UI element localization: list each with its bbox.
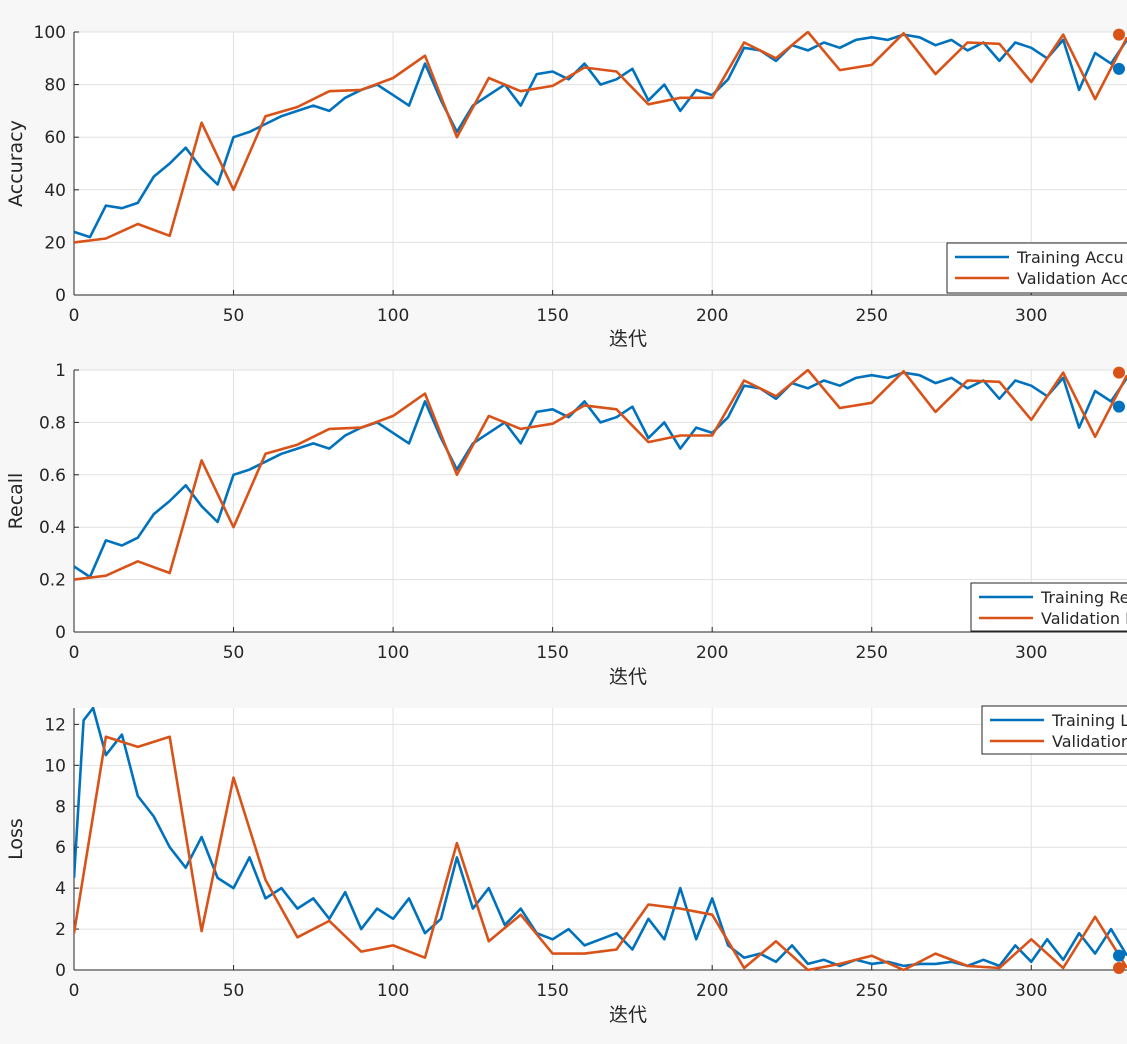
panel-2-x-tick-label: 100 — [377, 643, 409, 663]
panel-1-x-tick-label: 0 — [69, 306, 80, 326]
panel-2-x-tick-label: 250 — [856, 643, 888, 663]
panel-3-y-tick-label: 6 — [55, 838, 66, 858]
panel-3-y-tick-label: 8 — [55, 797, 66, 817]
panel-1-training-end-marker — [1113, 62, 1125, 75]
panel-1-y-tick-label: 0 — [55, 286, 66, 306]
panel-2-x-tick-label: 300 — [1015, 643, 1047, 663]
panel-2-plot-area — [74, 370, 1127, 632]
panel-1-legend-training-label: Training Accu — [1016, 248, 1124, 267]
panel-3-legend-validation-label: Validation — [1052, 732, 1127, 751]
panel-2-y-tick-label: 0 — [55, 623, 66, 643]
panel-1-legend-box — [946, 242, 1127, 294]
panel-2-y-tick-label: 1 — [55, 361, 66, 381]
panel-1-series-group — [74, 31, 1127, 244]
panel-1-y-tick-label: 40 — [44, 181, 66, 201]
panel-2-validation-end-marker — [1113, 366, 1125, 379]
panel-3-legend-box — [981, 705, 1127, 755]
panel-3-plot-area — [74, 708, 1127, 970]
panel-3-x-tick-label: 0 — [69, 981, 80, 1001]
panel-2-legend-validation-label: Validation I — [1041, 609, 1127, 628]
panel-1-y-axis-title: Accuracy — [5, 120, 27, 207]
panel-3-training-end-marker — [1113, 949, 1125, 962]
panel-1-legend-validation-label: Validation Acc — [1017, 269, 1127, 288]
panel-1-x-tick-label: 200 — [696, 306, 728, 326]
panel-3-y-tick-label: 12 — [44, 715, 66, 735]
panel-3-x-tick-label: 150 — [536, 981, 568, 1001]
panel-2-x-tick-label: 50 — [223, 643, 245, 663]
panel-3-y-tick-label: 10 — [44, 756, 66, 776]
panel-1-x-tick-label: 50 — [223, 306, 245, 326]
panel-3-validation-line — [74, 735, 1127, 971]
panel-3-x-tick-label: 100 — [377, 981, 409, 1001]
panel-1-y-tick-label: 100 — [34, 23, 66, 43]
panel-1-y-tick-label: 60 — [44, 128, 66, 148]
panel-2-y-tick-label: 0.6 — [39, 466, 66, 486]
panel-3-series-group — [74, 707, 1127, 971]
panel-1-y-tick-label: 20 — [44, 233, 66, 253]
panel-2-y-tick-label: 0.2 — [39, 571, 66, 591]
panel-3-y-tick-label: 2 — [55, 920, 66, 940]
panel-1-x-tick-label: 100 — [377, 306, 409, 326]
panel-3-x-axis-title: 迭代 — [609, 1004, 647, 1026]
panel-3-y-tick-label: 0 — [55, 961, 66, 981]
panel-3-x-tick-label: 50 — [223, 981, 245, 1001]
panel-2-legend: Training Re Validation I — [970, 582, 1127, 632]
panel-2-legend-box — [970, 582, 1127, 632]
panel-3-legend: Training L Validation — [981, 705, 1127, 755]
panel-2-x-tick-label: 150 — [536, 643, 568, 663]
panel-2-recall-chart: 0 50 100 150 200 250 300 0 0.2 0.4 0.6 0.8 1 迭代 Recall… — [5, 361, 1127, 688]
panel-3-x-tick-label: 250 — [856, 981, 888, 1001]
panel-2-x-tick-label: 0 — [69, 643, 80, 663]
panel-1-validation-end-marker — [1113, 28, 1125, 41]
panel-3-legend-training-label: Training L — [1051, 711, 1127, 730]
panel-1-y-tick-label: 80 — [44, 76, 66, 96]
panel-3-y-axis-title: Loss — [5, 818, 27, 860]
panel-2-legend-training-label: Training Re — [1040, 588, 1127, 607]
panel-2-x-axis-title: 迭代 — [609, 666, 647, 688]
panel-1-accuracy-chart: 0 50 100 150 200 250 300 0 20 40 60 80 100 迭代 Accuracy… — [5, 23, 1127, 350]
panel-1-validation-line — [74, 31, 1127, 244]
panel-2-x-tick-label: 200 — [696, 643, 728, 663]
panel-2-validation-line — [74, 369, 1127, 581]
panel-2-series-group — [74, 369, 1127, 581]
panel-3-loss-chart: 0 50 100 150 200 250 300 0 2 4 6 8 10 12 迭代 Loss Trainin… — [5, 705, 1127, 1026]
panel-1-x-axis-title: 迭代 — [609, 328, 647, 350]
panel-2-y-tick-label: 0.4 — [39, 518, 66, 538]
panel-2-training-end-marker — [1113, 400, 1125, 413]
panel-3-validation-end-marker — [1113, 961, 1125, 974]
panel-1-x-tick-label: 250 — [856, 306, 888, 326]
panel-2-y-tick-label: 0.8 — [39, 413, 66, 433]
panel-3-x-tick-label: 300 — [1015, 981, 1047, 1001]
panel-3-x-tick-label: 200 — [696, 981, 728, 1001]
panel-1-x-tick-label: 300 — [1015, 306, 1047, 326]
panel-3-y-tick-label: 4 — [55, 879, 66, 899]
panel-2-y-axis-title: Recall — [5, 473, 27, 530]
panel-1-x-tick-label: 150 — [536, 306, 568, 326]
panel-3-training-line — [74, 707, 1127, 968]
panel-1-legend: Training Accu Validation Acc — [946, 242, 1127, 294]
